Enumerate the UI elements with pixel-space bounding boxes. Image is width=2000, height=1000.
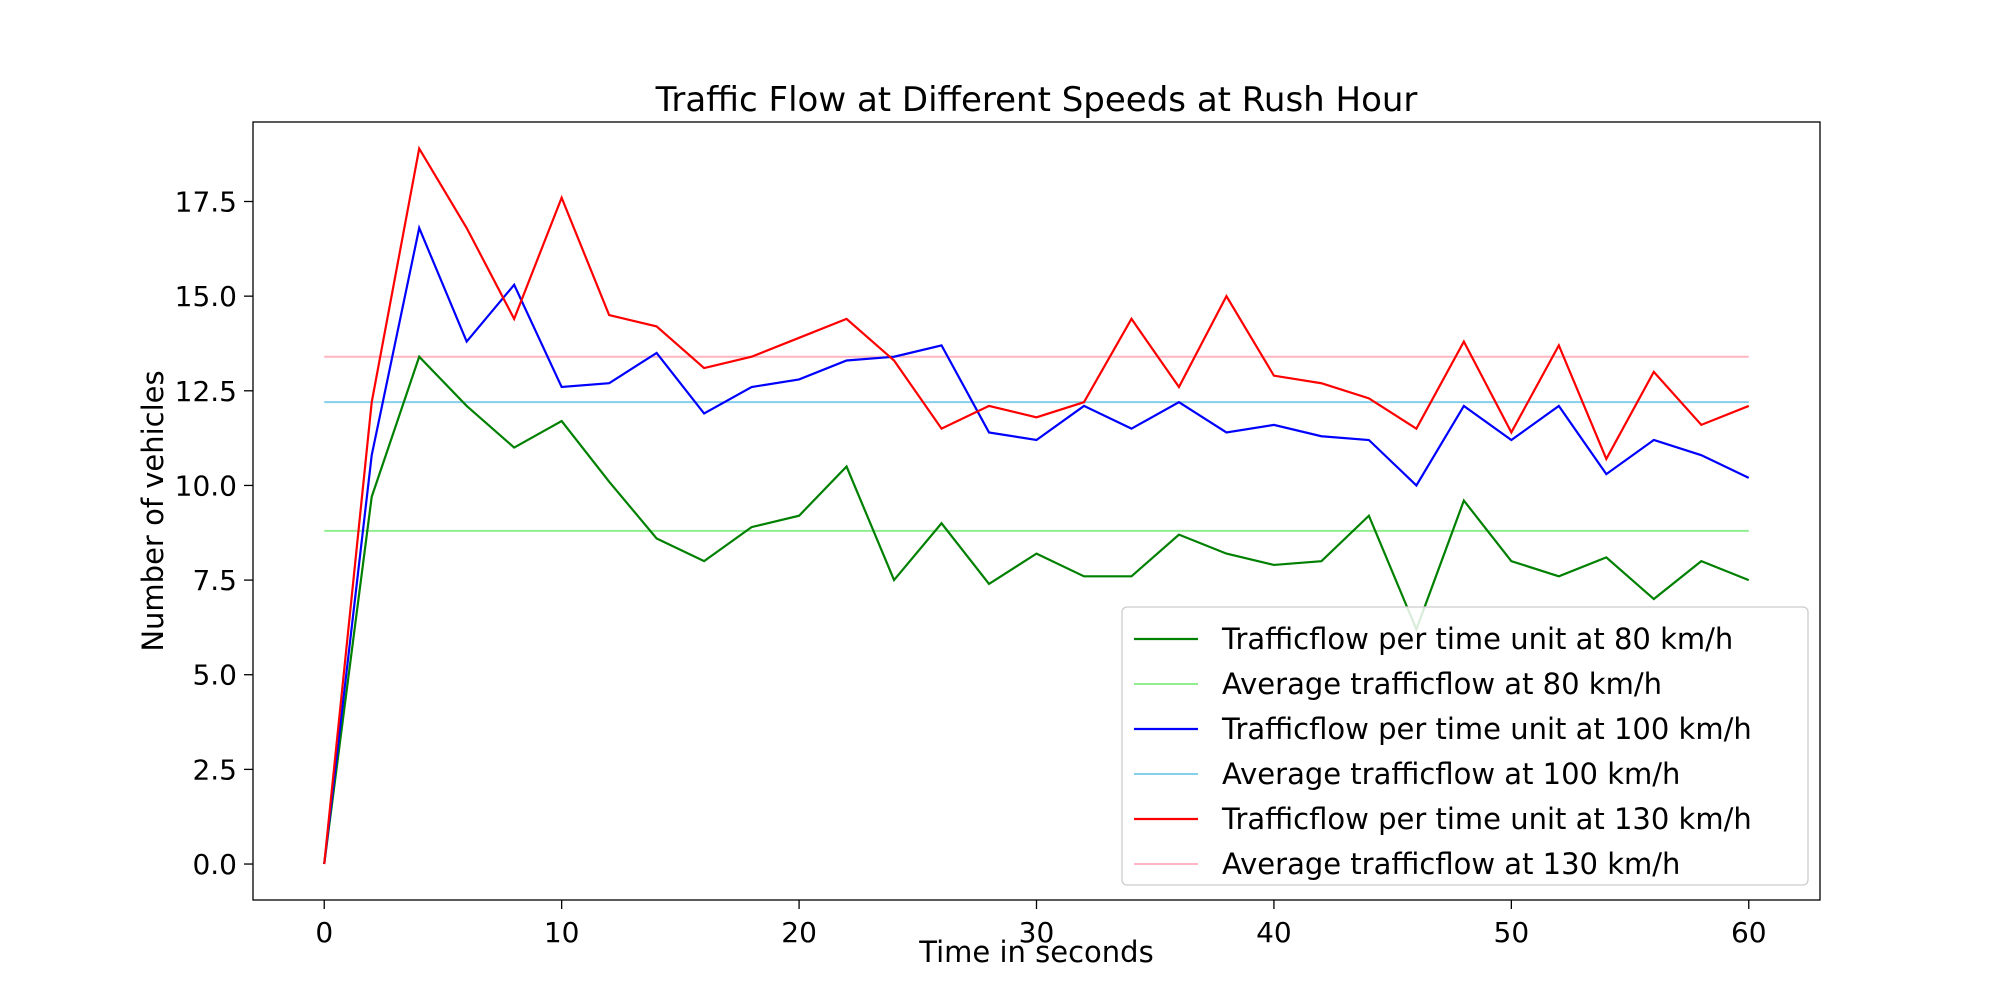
y-tick-label: 0.0: [192, 848, 237, 881]
y-tick-label: 15.0: [175, 280, 237, 313]
x-tick-label: 20: [781, 916, 817, 949]
x-tick-label: 40: [1256, 916, 1292, 949]
y-tick-label: 7.5: [192, 564, 237, 597]
legend-entry: Trafficflow per time unit at 130 km/h: [1221, 802, 1752, 836]
y-tick-label: 17.5: [175, 186, 237, 219]
plot-lines: [323, 145, 1750, 865]
series-line-trafficflow-per-time-unit-at-100-km-h: [323, 224, 1750, 865]
x-tick-label: 10: [544, 916, 580, 949]
y-tick-label: 12.5: [175, 375, 237, 408]
x-tick-label: 30: [1019, 916, 1055, 949]
y-axis-label: Number of vehicles: [136, 370, 170, 651]
legend-entry: Average trafficflow at 130 km/h: [1222, 847, 1680, 881]
legend-entry: Average trafficflow at 80 km/h: [1222, 667, 1662, 701]
legend: Trafficflow per time unit at 80 km/h Aver…: [1121, 606, 1809, 886]
x-tick-label: 50: [1494, 916, 1530, 949]
x-tick-label: 60: [1731, 916, 1767, 949]
legend-entry: Trafficflow per time unit at 100 km/h: [1221, 712, 1752, 746]
x-tick-label: 0: [315, 916, 333, 949]
y-tick-label: 10.0: [175, 469, 237, 502]
legend-box: [1121, 606, 1809, 886]
y-tick-label: 5.0: [192, 659, 237, 692]
chart-title: Traffic Flow at Different Speeds at Rush…: [655, 80, 1418, 120]
x-axis-label: Time in seconds: [918, 935, 1153, 969]
legend-entry: Average trafficflow at 100 km/h: [1222, 757, 1680, 791]
legend-entry: Trafficflow per time unit at 80 km/h: [1221, 622, 1733, 656]
series-line-trafficflow-per-time-unit-at-80-km-h: [323, 354, 1750, 865]
series-line-trafficflow-per-time-unit-at-130-km-h: [323, 145, 1750, 865]
y-axis: 0.0 2.5 5.0 7.5 10.0 12.5 15.0 17.5: [175, 186, 253, 881]
y-tick-label: 2.5: [192, 753, 237, 786]
x-axis: 0 10 20 30 40 50 60: [315, 900, 1767, 949]
